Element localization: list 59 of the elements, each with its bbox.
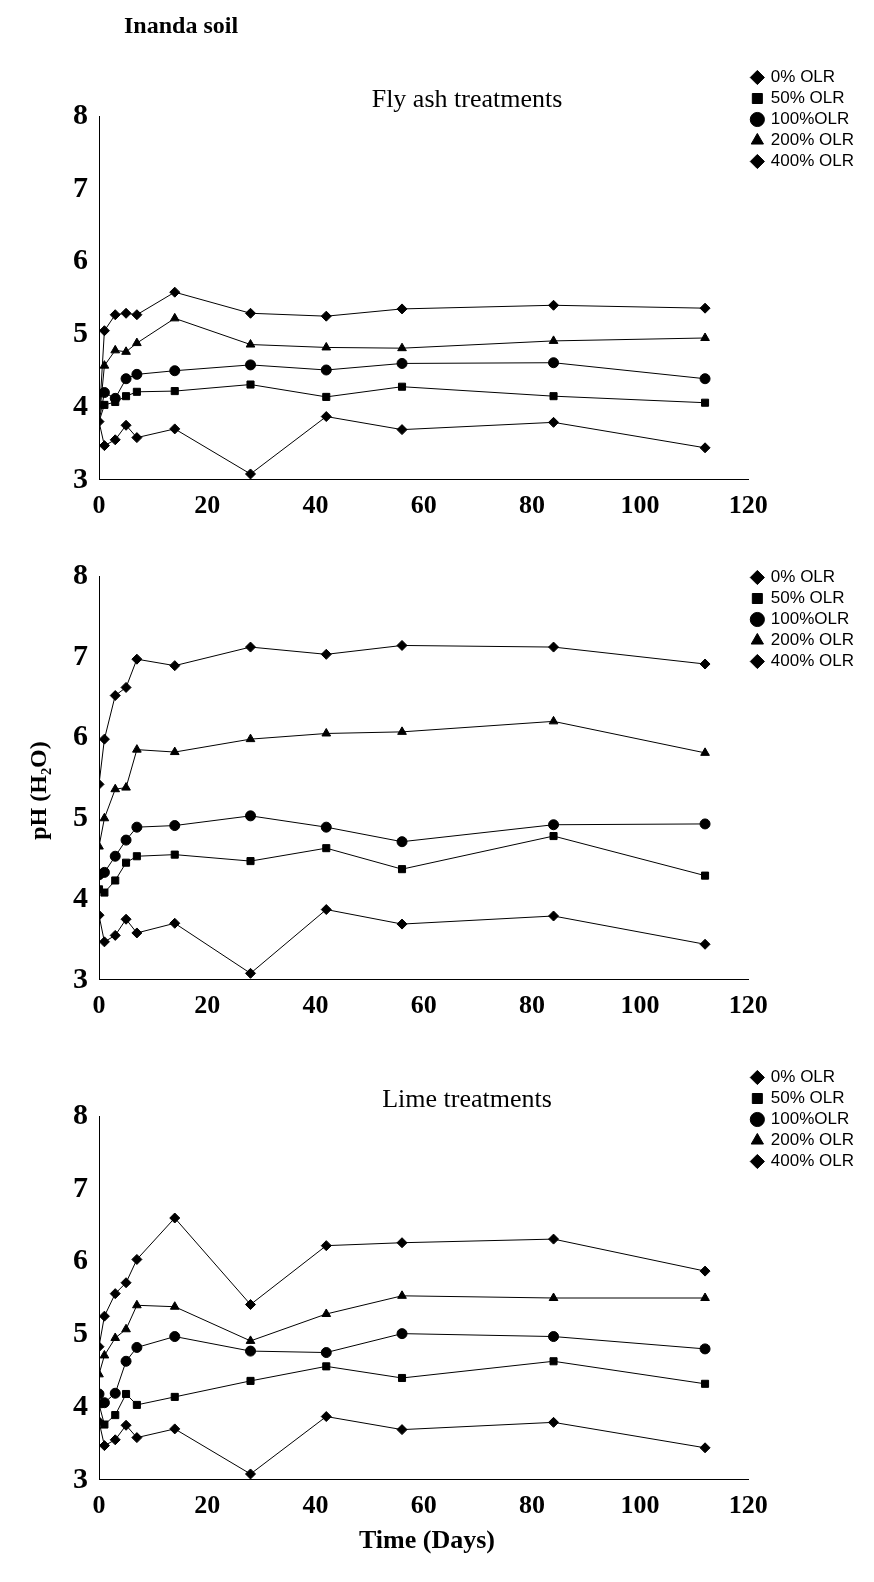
x-tick-label: 80: [518, 1490, 545, 1520]
legend-label: 200% OLR: [770, 630, 855, 650]
x-tick-label: 60: [410, 490, 437, 520]
chart-title: Lime treatments: [382, 1084, 552, 1114]
y-tick-label: 6: [73, 242, 88, 276]
y-tick-label: 6: [73, 1242, 88, 1276]
x-tick-label: 0: [92, 490, 106, 520]
y-tick-label: 7: [73, 169, 88, 203]
x-tick-label: 0: [92, 1490, 106, 1520]
y-tick-label: 7: [73, 1169, 88, 1203]
legend-label: 0% OLR: [770, 567, 836, 587]
x-axis-title: Time (Days): [358, 1525, 496, 1555]
y-tick-label: 3: [73, 960, 88, 994]
legend-label: 0% OLR: [770, 1067, 836, 1087]
x-tick-label: 0: [92, 990, 106, 1020]
x-tick-label: 20: [194, 490, 221, 520]
legend-label: 50% OLR: [770, 588, 845, 608]
text: Inanda soil: [124, 12, 239, 39]
legend-label: 100%OLR: [770, 609, 850, 629]
x-tick-label: 80: [518, 490, 545, 520]
legend-label: 200% OLR: [770, 1130, 855, 1150]
legend-label: 100%OLR: [770, 109, 850, 129]
legend-label: 200% OLR: [770, 130, 855, 150]
legend-label: 50% OLR: [770, 88, 845, 108]
x-tick-label: 20: [194, 990, 221, 1020]
y-tick-label: 4: [73, 387, 88, 421]
x-tick-label: 100: [620, 490, 660, 520]
x-tick-label: 40: [302, 990, 329, 1020]
x-tick-label: 120: [728, 990, 768, 1020]
x-tick-label: 80: [518, 990, 545, 1020]
x-tick-label: 60: [410, 1490, 437, 1520]
x-tick-label: 60: [410, 990, 437, 1020]
x-tick-label: 120: [728, 490, 768, 520]
x-tick-label: 100: [620, 990, 660, 1020]
legend-label: 400% OLR: [770, 1151, 855, 1171]
y-tick-label: 4: [73, 879, 88, 913]
chart-title: Fly ash treatments: [371, 84, 563, 114]
legend-label: 50% OLR: [770, 1088, 845, 1108]
x-tick-label: 40: [302, 1490, 329, 1520]
y-tick-label: 4: [73, 1387, 88, 1421]
y-tick-label: 8: [73, 96, 88, 130]
y-tick-label: 5: [73, 1315, 88, 1349]
legend-label: 0% OLR: [770, 67, 836, 87]
legend-label: 400% OLR: [770, 151, 855, 171]
legend-label: 100%OLR: [770, 1109, 850, 1129]
legend-label: 400% OLR: [770, 651, 855, 671]
y-tick-label: 3: [73, 1460, 88, 1494]
x-tick-label: 20: [194, 1490, 221, 1520]
y-tick-label: 8: [73, 1096, 88, 1130]
y-tick-label: 8: [73, 556, 88, 590]
y-tick-label: 7: [73, 637, 88, 671]
y-tick-label: 3: [73, 460, 88, 494]
y-tick-label: 6: [73, 718, 88, 752]
x-tick-label: 40: [302, 490, 329, 520]
y-axis-title: pH (H₂O): [24, 740, 52, 840]
y-tick-label: 5: [73, 799, 88, 833]
x-tick-label: 100: [620, 1490, 660, 1520]
y-tick-label: 5: [73, 315, 88, 349]
x-tick-label: 120: [728, 1490, 768, 1520]
